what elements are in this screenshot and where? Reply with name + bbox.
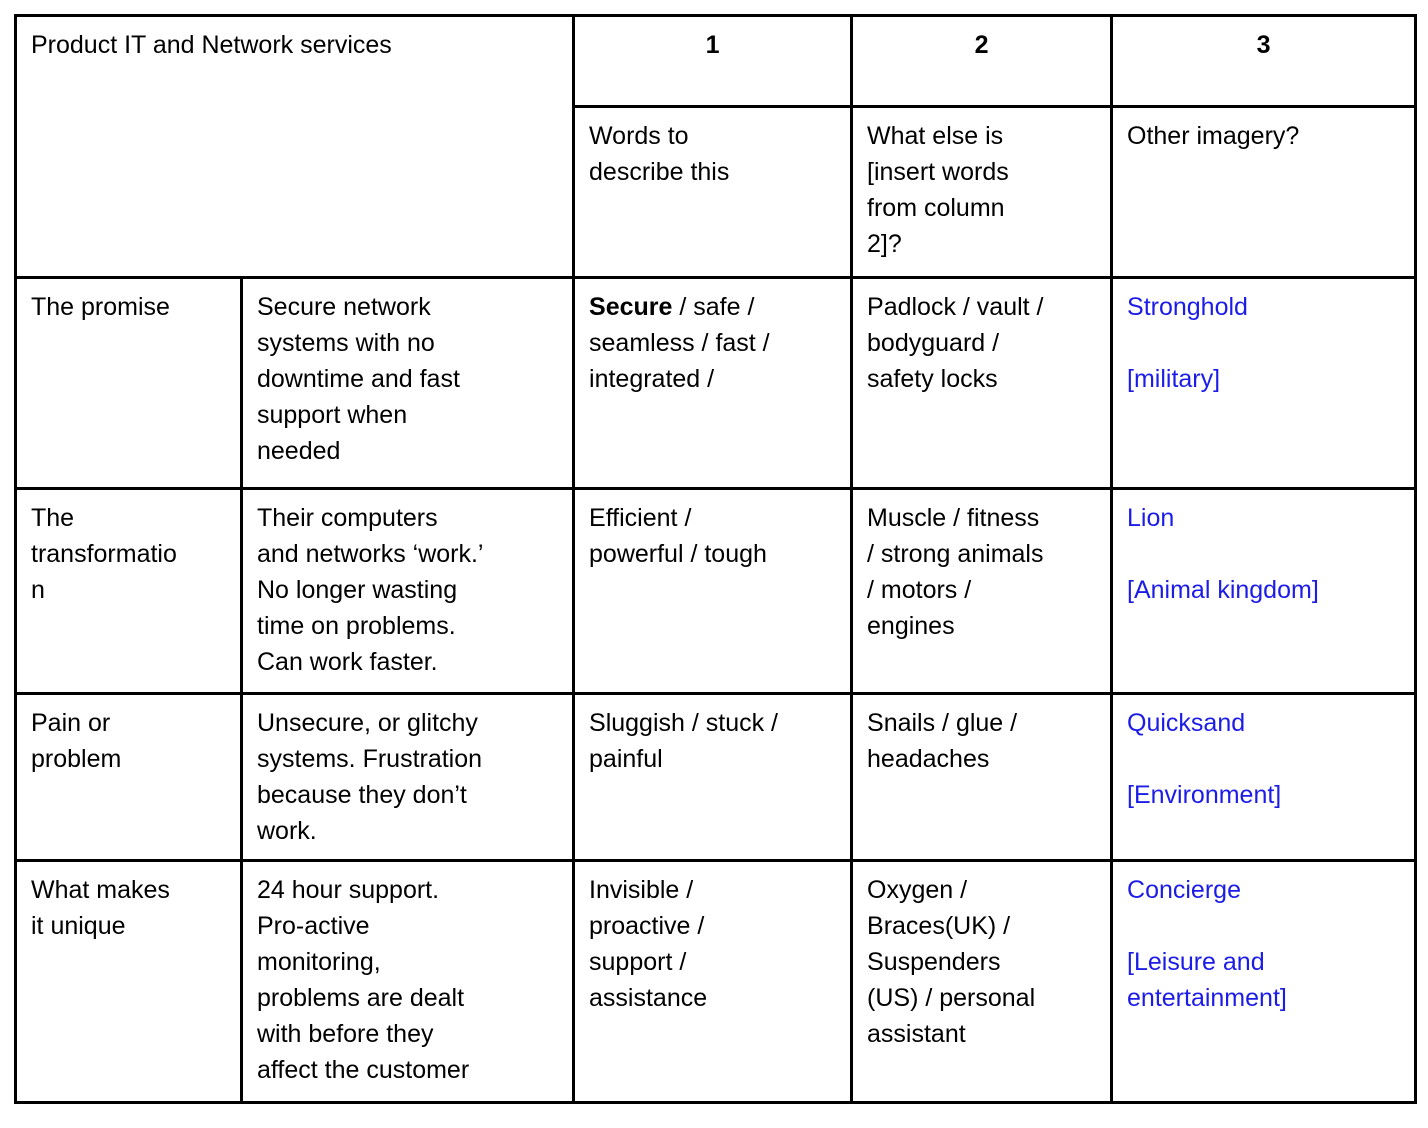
- imagery-label: Quicksand: [1127, 709, 1246, 737]
- other-words-cell: Padlock / vault / bodyguard / safety loc…: [850, 276, 1114, 490]
- words-bold-lead: Secure: [589, 293, 673, 321]
- imagery-theme: [Animal kingdom]: [1127, 576, 1319, 604]
- header-row-labels: Words to describe this What else is [ins…: [16, 105, 1418, 279]
- brand-imagery-table: Product IT and Network services 1 2 3 Wo…: [13, 14, 1418, 1104]
- column-header-other-imagery: Other imagery?: [1110, 105, 1418, 279]
- column-number-2: 2: [850, 14, 1114, 108]
- table-row-pain: Pain or problem Unsecure, or glitchy sys…: [14, 692, 1418, 862]
- other-words-cell: Oxygen / Braces(UK) / Suspenders (US) / …: [850, 859, 1114, 1104]
- table-row-transformation: The transformation Their computers and n…: [14, 487, 1418, 695]
- column-number-1: 1: [572, 14, 854, 108]
- imagery-cell: Lion [Animal kingdom]: [1110, 487, 1418, 695]
- column-number-3: 3: [1110, 14, 1418, 108]
- words-cell: Secure / safe / seamless / fast / integr…: [572, 276, 854, 490]
- row-label: What makes it unique: [31, 876, 170, 940]
- imagery-cell: Quicksand [Environment]: [1110, 692, 1418, 862]
- row-label-cell: The transformation: [14, 487, 243, 695]
- row-label-cell: The promise: [14, 276, 243, 490]
- other-words-cell: Muscle / fitness / strong animals / moto…: [850, 487, 1114, 695]
- words-cell: Invisible / proactive / support / assist…: [572, 859, 854, 1104]
- words-cell: Sluggish / stuck / painful: [572, 692, 854, 862]
- column-header-words: Words to describe this: [572, 105, 854, 279]
- header-row-numbers: Product IT and Network services 1 2 3: [13, 14, 1418, 279]
- row-label: The transformation: [31, 504, 177, 604]
- imagery-theme: [military]: [1127, 365, 1221, 393]
- words-cell: Efficient / powerful / tough: [572, 487, 854, 695]
- row-label: The promise: [31, 293, 170, 321]
- imagery-cell: Concierge [Leisure and entertainment]: [1110, 859, 1418, 1104]
- row-label-cell: Pain or problem: [14, 692, 243, 862]
- imagery-label: Lion: [1127, 504, 1175, 532]
- row-label: Pain or problem: [31, 709, 122, 773]
- imagery-theme: [Environment]: [1127, 781, 1282, 809]
- other-words-cell: Snails / glue / headaches: [850, 692, 1114, 862]
- table-row-promise: The promise Secure network systems with …: [14, 276, 1418, 490]
- imagery-label: Concierge: [1127, 876, 1241, 904]
- imagery-cell: Stronghold [military]: [1110, 276, 1418, 490]
- description-cell: Secure network systems with no downtime …: [239, 276, 576, 490]
- table-title: Product IT and Network services: [13, 14, 576, 279]
- column-header-what-else: What else is [insert words from column 2…: [850, 105, 1114, 279]
- table-row-unique: What makes it unique 24 hour support. Pr…: [14, 859, 1418, 1104]
- description-cell: Unsecure, or glitchy systems. Frustratio…: [239, 692, 576, 862]
- words-rest: / safe / seamless / fast / integrated /: [589, 293, 770, 393]
- imagery-label: Stronghold: [1127, 293, 1248, 321]
- imagery-theme: [Leisure and entertainment]: [1127, 948, 1287, 1012]
- description-cell: Their computers and networks ‘work.’ No …: [239, 487, 576, 695]
- row-label-cell: What makes it unique: [14, 859, 243, 1104]
- description-cell: 24 hour support. Pro-active monitoring, …: [239, 859, 576, 1104]
